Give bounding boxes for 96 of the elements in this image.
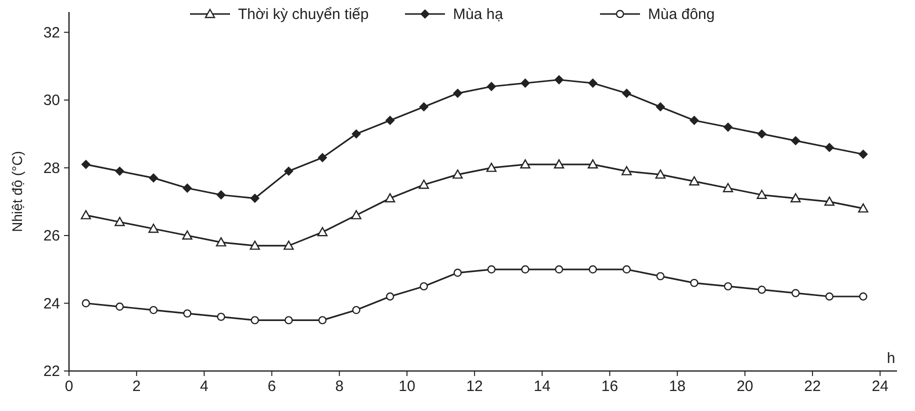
point (284, 240, 294, 250)
point (554, 265, 564, 274)
point (521, 265, 530, 274)
x-tick-label: 16 (601, 378, 618, 395)
point (420, 282, 428, 290)
point (250, 194, 260, 203)
point (317, 227, 328, 236)
point (386, 116, 395, 125)
point (690, 278, 698, 288)
x-axis-title: h (886, 350, 896, 367)
point (858, 203, 868, 213)
y-tick-label: 24 (43, 295, 60, 312)
point (588, 78, 598, 88)
point (588, 159, 598, 169)
point (722, 183, 734, 192)
x-tick-label: 12 (466, 378, 483, 395)
point (622, 166, 632, 176)
point (148, 224, 159, 233)
point (758, 286, 766, 294)
point (216, 190, 226, 200)
point (858, 150, 868, 159)
point (554, 75, 564, 84)
point (824, 196, 835, 206)
x-tick-label: 24 (872, 378, 888, 395)
point (115, 166, 124, 176)
point (352, 306, 360, 314)
point (756, 190, 767, 199)
point (588, 265, 597, 274)
point (183, 309, 192, 318)
point (487, 265, 496, 274)
point (453, 88, 462, 98)
legend-label: Mùa hạ (453, 6, 504, 23)
x-tick-label: 20 (736, 378, 754, 395)
point (149, 306, 158, 314)
y-tick-label: 30 (43, 92, 60, 110)
point (182, 230, 192, 240)
point (216, 237, 226, 246)
point (859, 292, 868, 301)
point (318, 153, 327, 162)
point (689, 176, 700, 186)
y-tick-label: 28 (43, 160, 60, 177)
point (418, 180, 429, 189)
point (216, 312, 226, 321)
legend-label: Mùa đông (648, 6, 715, 23)
x-tick-label: 8 (335, 378, 344, 395)
point (148, 173, 158, 182)
point (622, 265, 631, 274)
point (386, 292, 394, 301)
point (81, 160, 90, 169)
point (250, 316, 259, 324)
y-tick-label: 26 (43, 228, 60, 245)
point (791, 136, 800, 146)
x-tick-label: 2 (132, 378, 141, 395)
point (486, 162, 497, 172)
x-tick-label: 0 (64, 378, 74, 395)
point (352, 129, 361, 138)
point (655, 169, 666, 179)
y-tick-label: 32 (43, 24, 60, 42)
point (757, 129, 766, 138)
point (182, 184, 192, 193)
point (554, 159, 564, 169)
point (452, 169, 463, 179)
x-tick-label: 22 (804, 378, 821, 395)
legend-label: Thời kỳ chuyển tiếp (238, 6, 369, 23)
point (384, 193, 396, 202)
point (284, 166, 294, 176)
point (622, 88, 632, 98)
point (284, 316, 293, 324)
point (80, 210, 91, 220)
point (419, 102, 428, 112)
point (520, 159, 530, 169)
point (351, 210, 362, 220)
point (82, 299, 90, 308)
point (656, 102, 665, 112)
point (250, 240, 260, 250)
point (116, 302, 124, 311)
x-tick-label: 4 (200, 378, 208, 395)
point (790, 193, 801, 202)
point (656, 272, 665, 280)
point (520, 78, 530, 88)
point (825, 292, 834, 301)
y-tick-label: 22 (43, 363, 60, 380)
point (724, 122, 733, 132)
x-tick-label: 6 (268, 378, 276, 395)
point (318, 316, 327, 324)
x-tick-label: 18 (668, 378, 686, 395)
point (454, 268, 462, 277)
y-axis-title: Nhiệt độ (°C) (9, 150, 25, 232)
point (724, 282, 732, 290)
point (792, 289, 800, 298)
x-tick-label: 14 (534, 378, 550, 395)
x-tick-label: 10 (398, 378, 416, 395)
point (824, 142, 834, 152)
point (114, 216, 125, 226)
point (690, 116, 699, 125)
point (486, 82, 496, 92)
